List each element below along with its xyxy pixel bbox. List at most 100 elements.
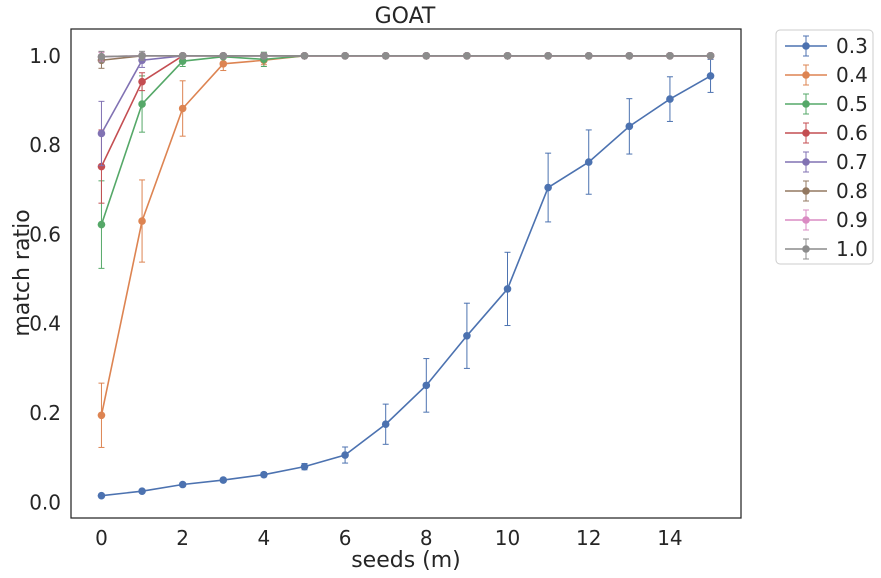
data-point <box>584 158 593 166</box>
series-line <box>101 54 711 58</box>
chart-title: GOAT <box>375 4 436 29</box>
data-point <box>97 491 106 500</box>
legend-item: 0.3 <box>785 34 868 58</box>
legend-marker <box>802 187 810 195</box>
series-line <box>100 54 711 134</box>
series-0.7 <box>97 51 715 167</box>
y-tick-label: 1.0 <box>29 44 61 68</box>
y-tick-label: 0.4 <box>29 312 61 336</box>
data-point <box>666 95 674 103</box>
legend-label: 0.9 <box>836 208 868 232</box>
legend-item: 0.9 <box>785 208 868 232</box>
y-tick-label: 0.0 <box>29 490 61 514</box>
legend-item: 1.0 <box>785 237 868 261</box>
legend-item: 0.5 <box>785 92 868 116</box>
data-point <box>178 104 187 113</box>
legend-marker <box>802 245 810 253</box>
data-point <box>503 51 512 60</box>
data-point <box>625 122 634 131</box>
data-point <box>219 51 228 60</box>
legend-item: 0.8 <box>785 179 868 203</box>
data-point <box>341 451 349 459</box>
y-tick-label: 0.6 <box>29 222 61 246</box>
data-point <box>138 51 146 60</box>
legend-label: 0.6 <box>836 121 868 145</box>
y-axis-title: match ratio <box>10 209 35 336</box>
y-tick-label: 0.2 <box>29 401 61 425</box>
legend-marker <box>802 158 810 166</box>
data-point <box>463 331 471 340</box>
data-point <box>178 51 187 60</box>
data-point <box>422 381 431 390</box>
legend-label: 0.7 <box>836 150 868 174</box>
data-point <box>97 220 106 229</box>
series-line <box>100 54 711 167</box>
series-line <box>100 54 711 416</box>
data-point <box>300 462 309 471</box>
data-point <box>706 72 715 80</box>
legend-marker <box>802 42 810 50</box>
data-point <box>503 285 512 293</box>
x-tick-label: 4 <box>258 526 271 550</box>
legend-label: 0.8 <box>836 179 868 203</box>
data-point <box>706 51 715 60</box>
data-point <box>178 480 187 489</box>
plot-frame <box>70 28 742 519</box>
legend: 0.3 0.4 0.5 0.6 0.7 0.8 0.9 1.0 <box>775 29 874 265</box>
data-point <box>300 51 309 60</box>
x-axis-ticks: 0 2 4 6 8 10 12 14 <box>95 526 683 550</box>
data-point <box>381 51 390 60</box>
data-point <box>260 470 268 479</box>
legend-frame <box>775 29 874 265</box>
data-point <box>138 100 146 108</box>
data-point <box>138 77 146 86</box>
data-point <box>138 487 146 496</box>
legend-item: 0.6 <box>785 121 868 145</box>
x-tick-label: 0 <box>95 526 108 550</box>
series-0.4 <box>97 51 715 448</box>
x-tick-label: 12 <box>576 526 601 550</box>
data-point <box>422 51 431 60</box>
legend-item: 0.4 <box>785 63 868 87</box>
series-0.3 <box>97 58 715 500</box>
y-tick-label: 0.8 <box>29 133 61 157</box>
data-point <box>97 129 106 138</box>
series-0.5 <box>97 51 715 269</box>
legend-marker <box>802 100 810 108</box>
legend-marker <box>802 71 810 79</box>
legend-label: 0.5 <box>836 92 868 116</box>
series-1.0 <box>97 50 715 63</box>
legend-label: 0.4 <box>836 63 868 87</box>
x-tick-label: 8 <box>420 526 433 550</box>
series-line <box>100 54 711 225</box>
legend-marker <box>802 216 810 224</box>
series-0.6 <box>97 51 715 204</box>
data-point <box>341 51 349 60</box>
data-point <box>219 60 228 68</box>
plot-series <box>97 50 715 500</box>
data-point <box>544 51 552 60</box>
data-point <box>97 411 106 420</box>
data-point <box>138 217 146 225</box>
data-point <box>97 162 106 171</box>
x-axis-title: seeds (m) <box>351 548 461 573</box>
data-point <box>97 52 106 61</box>
data-point <box>260 51 268 60</box>
data-point <box>463 51 471 60</box>
legend-label: 1.0 <box>836 237 868 261</box>
x-tick-label: 14 <box>657 526 682 550</box>
data-point <box>544 183 552 192</box>
x-tick-label: 2 <box>176 526 189 550</box>
data-point <box>178 57 187 65</box>
x-tick-label: 10 <box>495 526 520 550</box>
data-point <box>666 51 674 60</box>
x-tick-label: 6 <box>339 526 352 550</box>
data-point <box>584 51 593 60</box>
data-point <box>381 420 390 429</box>
legend-item: 0.7 <box>785 150 868 174</box>
legend-marker <box>802 129 810 137</box>
data-point <box>625 51 634 60</box>
legend-label: 0.3 <box>836 34 868 58</box>
y-axis-ticks: 0.0 0.2 0.4 0.6 0.8 1.0 <box>29 44 61 515</box>
